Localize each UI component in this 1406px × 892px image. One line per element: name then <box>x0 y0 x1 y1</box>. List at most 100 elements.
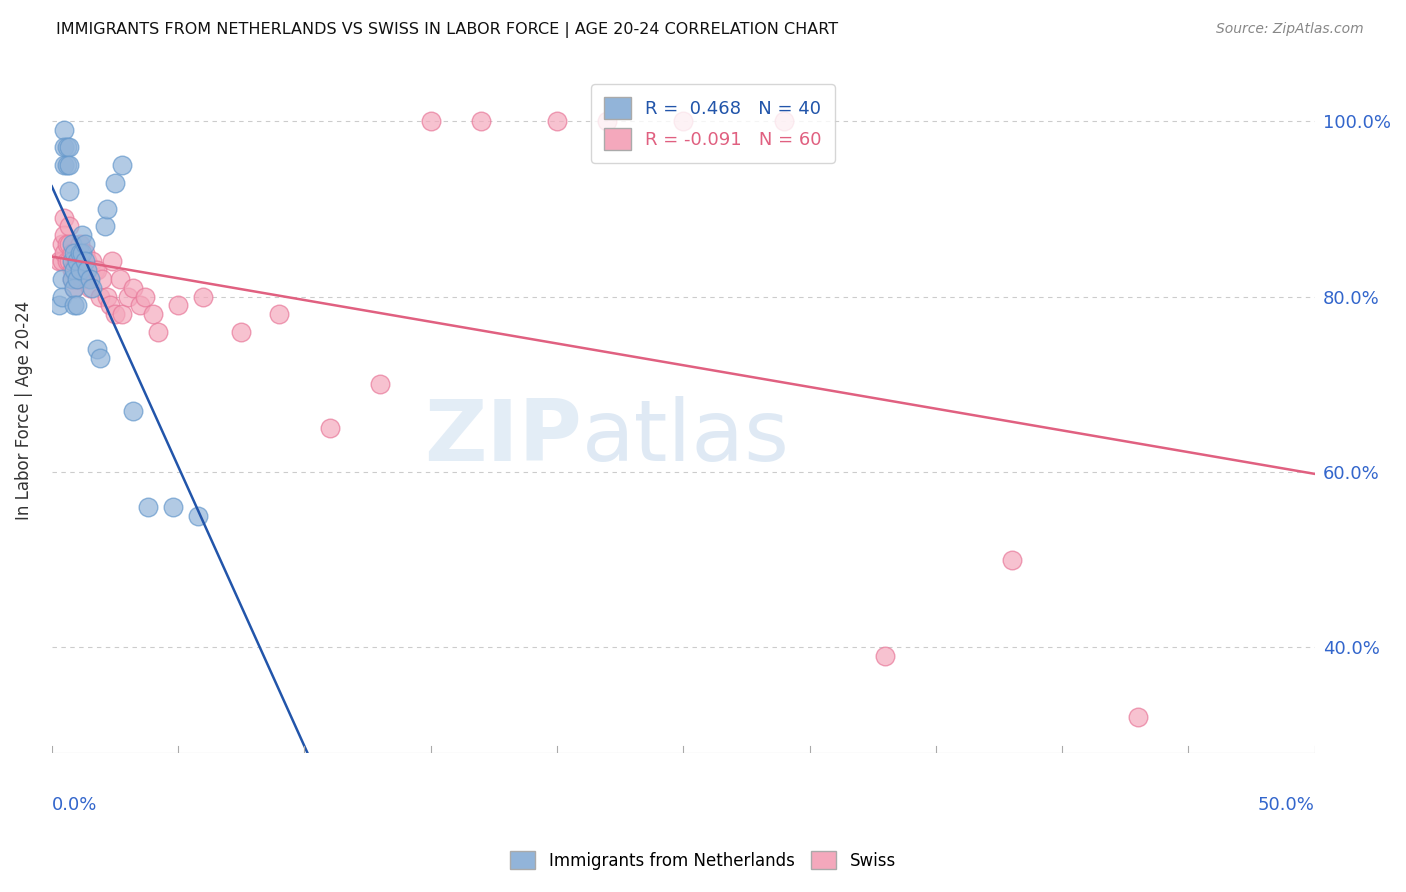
Point <box>53 228 76 243</box>
Point <box>48 298 70 312</box>
Point <box>162 500 184 514</box>
Point <box>66 254 89 268</box>
Point <box>60 263 83 277</box>
Point <box>419 114 441 128</box>
Legend: Immigrants from Netherlands, Swiss: Immigrants from Netherlands, Swiss <box>503 845 903 877</box>
Point <box>104 307 127 321</box>
Point <box>56 158 79 172</box>
Point <box>73 236 96 251</box>
Text: IMMIGRANTS FROM NETHERLANDS VS SWISS IN LABOR FORCE | AGE 20-24 CORRELATION CHAR: IMMIGRANTS FROM NETHERLANDS VS SWISS IN … <box>56 22 838 38</box>
Point <box>117 289 139 303</box>
Point <box>73 263 96 277</box>
Point <box>82 254 104 268</box>
Point <box>58 140 80 154</box>
Point <box>79 281 101 295</box>
Point <box>108 272 131 286</box>
Point <box>58 158 80 172</box>
Text: 50.0%: 50.0% <box>1258 797 1315 814</box>
Point <box>368 377 391 392</box>
Point <box>231 325 253 339</box>
Point <box>79 272 101 286</box>
Point <box>89 289 111 303</box>
Point <box>69 254 91 268</box>
Point <box>58 184 80 198</box>
Point <box>53 123 76 137</box>
Point <box>63 263 86 277</box>
Point <box>66 272 89 286</box>
Point <box>60 254 83 268</box>
Point <box>60 272 83 286</box>
Point <box>142 307 165 321</box>
Point <box>69 263 91 277</box>
Point <box>136 500 159 514</box>
Point <box>267 307 290 321</box>
Point <box>60 272 83 286</box>
Point <box>187 508 209 523</box>
Point <box>101 254 124 268</box>
Point <box>63 245 86 260</box>
Point <box>86 263 108 277</box>
Point <box>56 236 79 251</box>
Point <box>51 272 73 286</box>
Point <box>121 281 143 295</box>
Point <box>1126 710 1149 724</box>
Point <box>546 114 568 128</box>
Text: atlas: atlas <box>582 396 790 479</box>
Point <box>73 245 96 260</box>
Point <box>53 211 76 225</box>
Point <box>69 245 91 260</box>
Point <box>63 263 86 277</box>
Point <box>58 254 80 268</box>
Point <box>76 272 98 286</box>
Point <box>70 272 93 286</box>
Point <box>63 281 86 295</box>
Point <box>134 289 156 303</box>
Point <box>58 219 80 234</box>
Point <box>56 140 79 154</box>
Point <box>91 272 114 286</box>
Point <box>129 298 152 312</box>
Point <box>66 272 89 286</box>
Point <box>73 254 96 268</box>
Point <box>167 298 190 312</box>
Point <box>60 245 83 260</box>
Point <box>53 245 76 260</box>
Legend: R =  0.468   N = 40, R = -0.091   N = 60: R = 0.468 N = 40, R = -0.091 N = 60 <box>591 85 835 162</box>
Point <box>69 236 91 251</box>
Point <box>76 254 98 268</box>
Point <box>58 236 80 251</box>
Point <box>51 236 73 251</box>
Point <box>111 307 134 321</box>
Point <box>79 263 101 277</box>
Point <box>70 228 93 243</box>
Point <box>1000 552 1022 566</box>
Point <box>66 298 89 312</box>
Point <box>82 281 104 295</box>
Point <box>83 263 105 277</box>
Point <box>56 254 79 268</box>
Point <box>76 263 98 277</box>
Point <box>94 219 117 234</box>
Text: 0.0%: 0.0% <box>52 797 97 814</box>
Y-axis label: In Labor Force | Age 20-24: In Labor Force | Age 20-24 <box>15 301 32 520</box>
Point <box>672 114 695 128</box>
Point <box>875 649 897 664</box>
Point <box>96 289 118 303</box>
Point <box>98 298 121 312</box>
Point <box>470 114 492 128</box>
Point <box>70 254 93 268</box>
Point <box>70 245 93 260</box>
Point <box>60 236 83 251</box>
Point <box>193 289 215 303</box>
Point <box>51 289 73 303</box>
Point <box>89 351 111 365</box>
Point <box>104 176 127 190</box>
Point <box>48 254 70 268</box>
Point <box>96 202 118 216</box>
Point <box>53 140 76 154</box>
Text: Source: ZipAtlas.com: Source: ZipAtlas.com <box>1216 22 1364 37</box>
Point <box>51 254 73 268</box>
Point <box>146 325 169 339</box>
Text: ZIP: ZIP <box>425 396 582 479</box>
Point <box>318 421 340 435</box>
